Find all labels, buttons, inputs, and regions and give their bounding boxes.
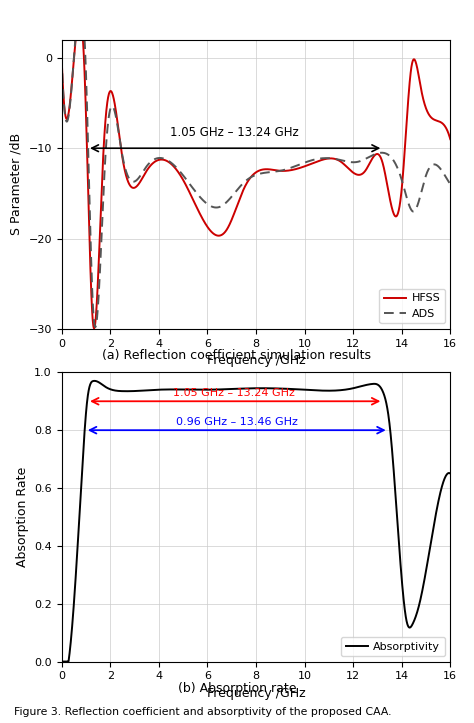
- Absorptivity: [437, 493, 442, 502]
- HFSS: [91, 324, 97, 333]
- X-axis label: Frequency /GHz: Frequency /GHz: [207, 354, 305, 367]
- ADS: [73, 35, 78, 44]
- HFSS: [79, 35, 84, 44]
- X-axis label: Frequency /GHz: Frequency /GHz: [207, 687, 305, 700]
- Legend: HFSS, ADS: HFSS, ADS: [379, 289, 445, 323]
- ADS: [447, 180, 453, 189]
- Line: Absorptivity: Absorptivity: [62, 381, 450, 662]
- Absorptivity: [436, 494, 442, 502]
- Absorptivity: [91, 377, 97, 385]
- Text: 0.96 GHz – 13.46 GHz: 0.96 GHz – 13.46 GHz: [175, 417, 298, 427]
- Text: (a) Reflection coefficient simulation results: (a) Reflection coefficient simulation re…: [102, 349, 372, 362]
- ADS: [437, 163, 442, 172]
- Line: ADS: ADS: [62, 40, 450, 327]
- HFSS: [73, 35, 79, 44]
- Text: Figure 3. Reflection coefficient and absorptivity of the proposed CAA.: Figure 3. Reflection coefficient and abs…: [14, 707, 392, 717]
- HFSS: [437, 117, 442, 126]
- Text: 1.05 GHz – 13.24 GHz: 1.05 GHz – 13.24 GHz: [173, 388, 295, 398]
- Absorptivity: [248, 384, 254, 393]
- Text: 1.05 GHz – 13.24 GHz: 1.05 GHz – 13.24 GHz: [170, 127, 299, 139]
- Text: (b) Absorption rate: (b) Absorption rate: [178, 682, 296, 695]
- HFSS: [59, 54, 64, 62]
- Absorptivity: [79, 477, 84, 486]
- HFSS: [248, 173, 254, 181]
- ADS: [365, 153, 371, 162]
- HFSS: [447, 134, 453, 143]
- Legend: Absorptivity: Absorptivity: [341, 637, 445, 656]
- ADS: [92, 322, 98, 331]
- ADS: [238, 181, 244, 190]
- HFSS: [238, 192, 244, 200]
- Y-axis label: S Parameter /dB: S Parameter /dB: [10, 133, 23, 236]
- Absorptivity: [365, 380, 371, 389]
- ADS: [248, 173, 254, 181]
- Y-axis label: Absorption Rate: Absorption Rate: [16, 467, 28, 567]
- Absorptivity: [59, 657, 64, 666]
- Absorptivity: [237, 385, 243, 393]
- HFSS: [437, 117, 442, 126]
- Line: HFSS: HFSS: [62, 40, 450, 328]
- Absorptivity: [447, 469, 453, 478]
- ADS: [59, 54, 64, 62]
- HFSS: [365, 162, 371, 171]
- ADS: [79, 35, 84, 44]
- ADS: [437, 163, 442, 171]
